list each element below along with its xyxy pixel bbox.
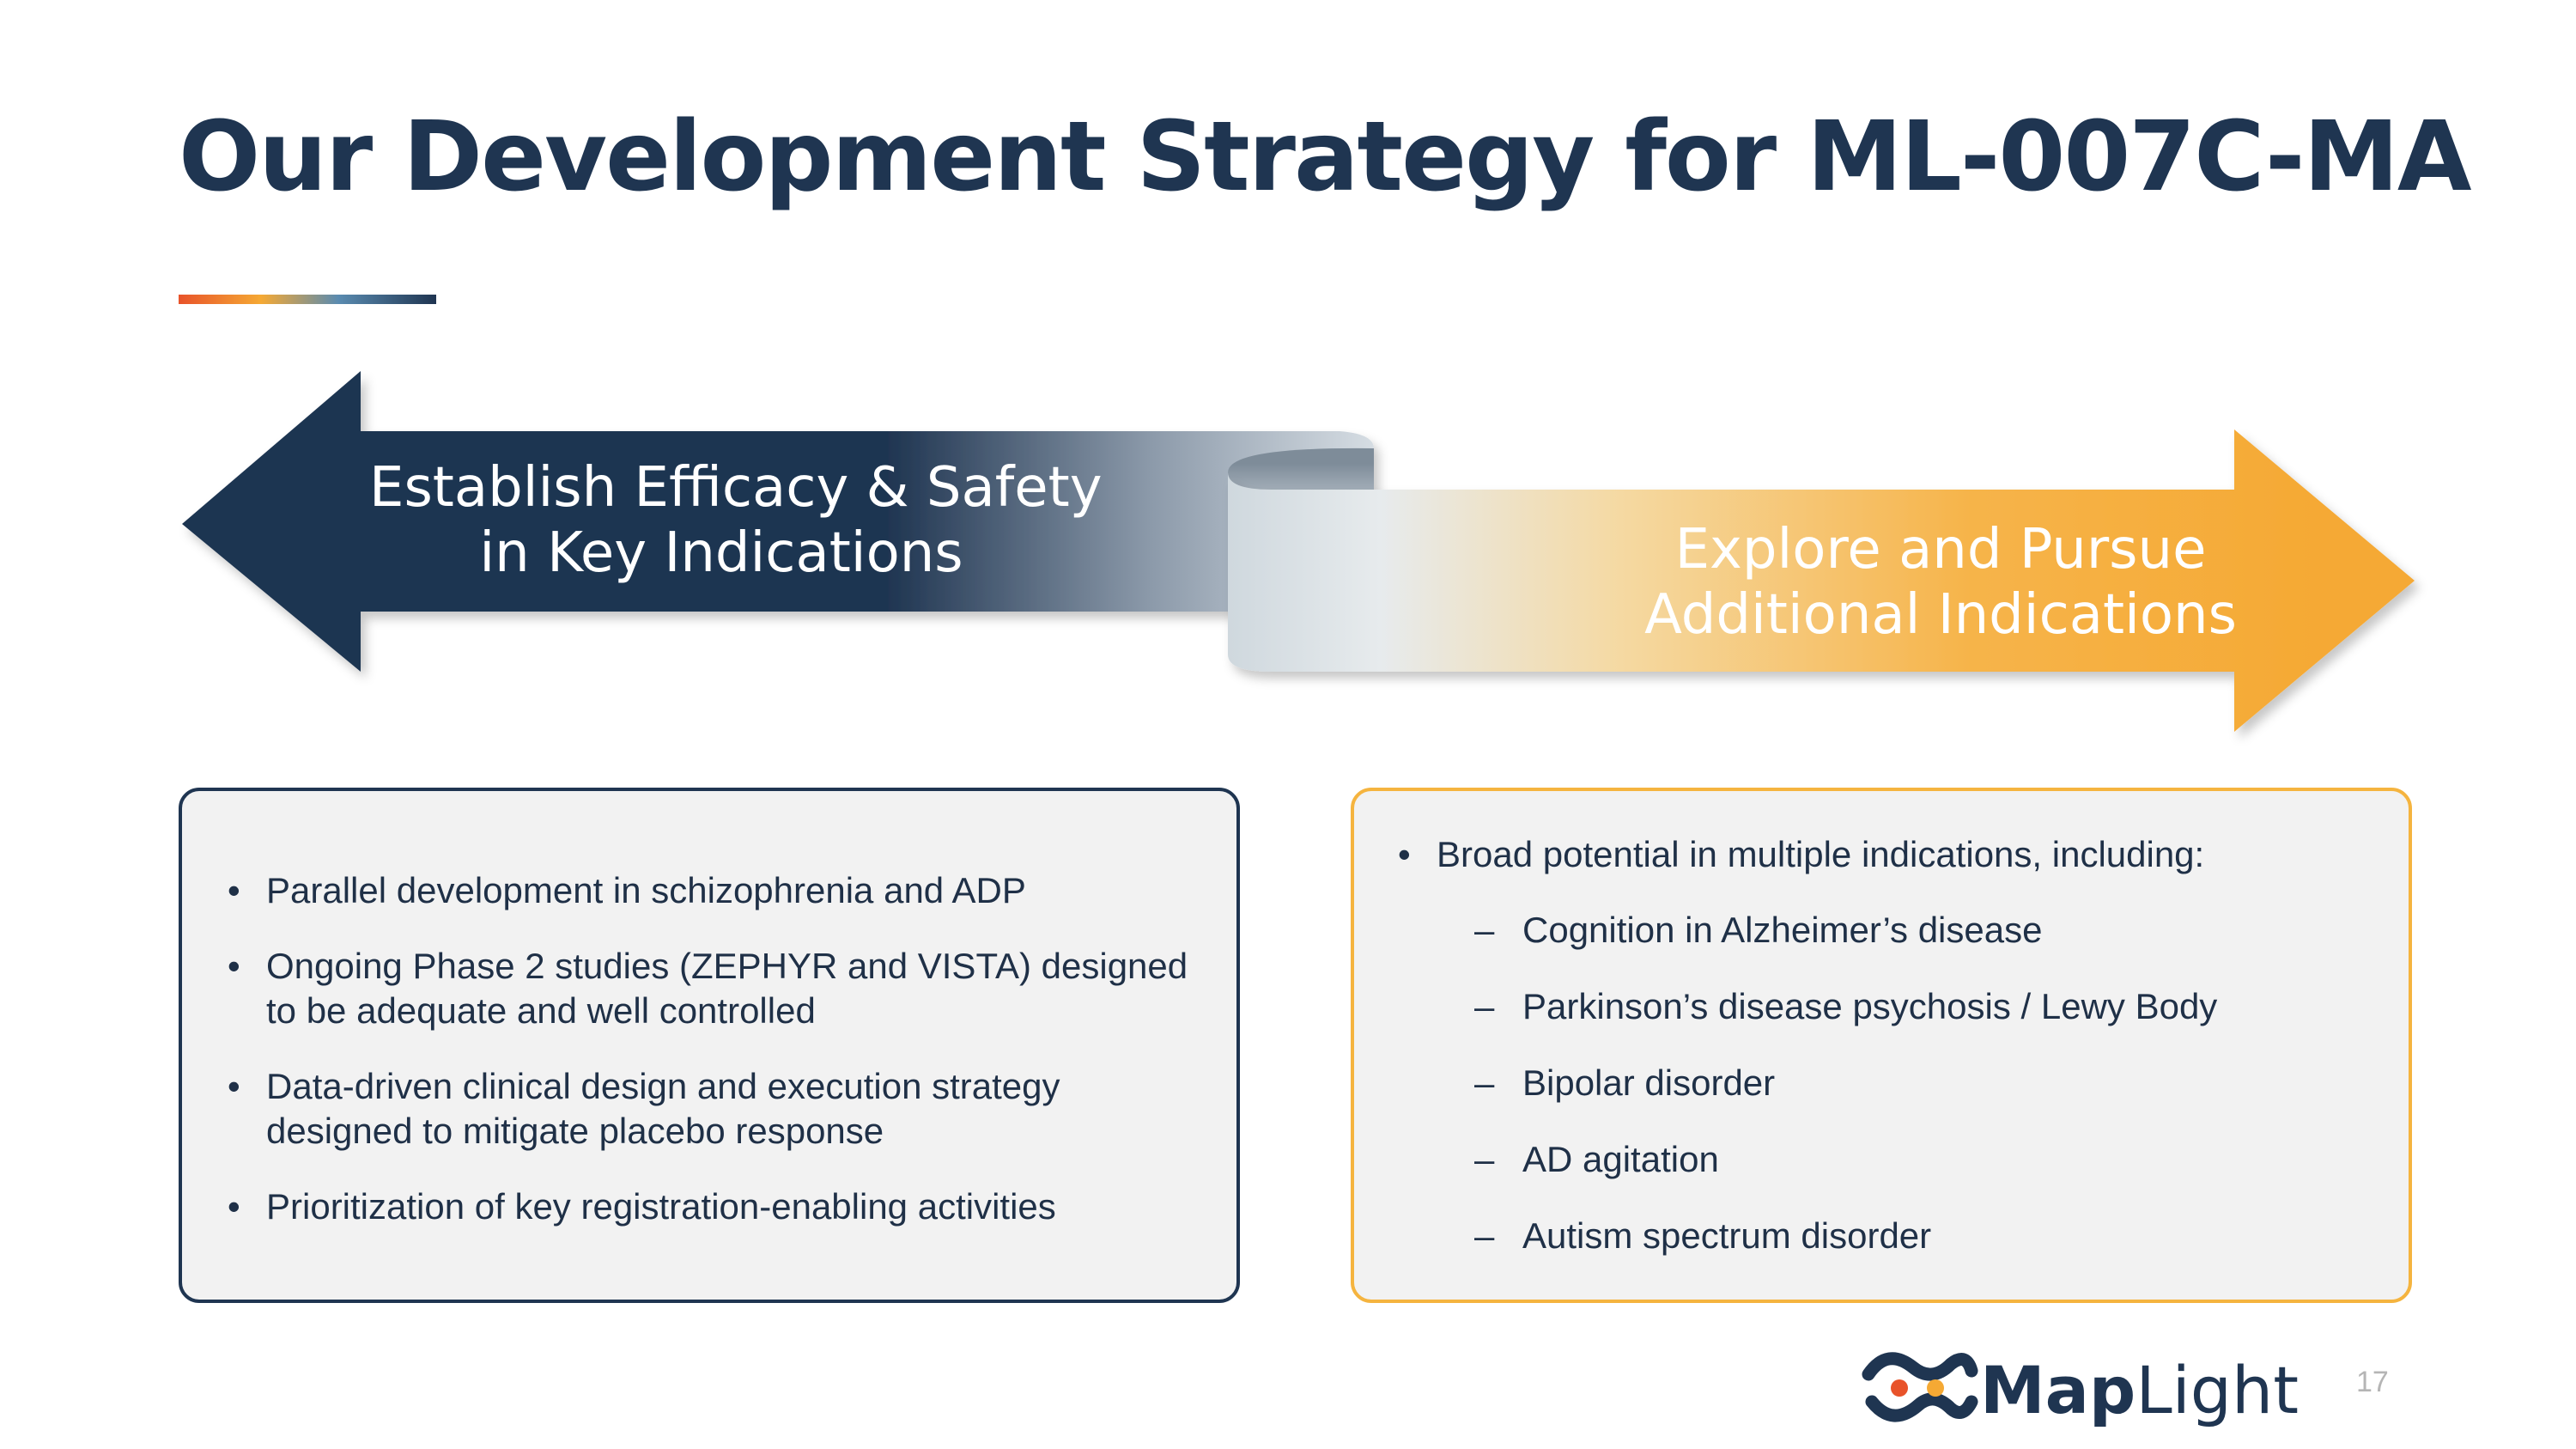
list-item: • Broad potential in multiple indications…	[1398, 832, 2372, 1258]
bullet-icon: •	[228, 1186, 240, 1227]
right-arrow-line2: Additional Indications	[1644, 583, 2237, 647]
list-item: • Data-driven clinical design and executi…	[228, 1066, 1060, 1151]
list-item: – Parkinson’s disease psychosis / Lewy Bo…	[1474, 984, 2372, 1029]
list-item: – Cognition in Alzheimer’s disease	[1474, 908, 2372, 953]
bullet-icon: •	[1398, 834, 1411, 874]
list-item: – AD agitation	[1474, 1137, 2372, 1182]
left-arrow-label: Establish Efficacy & Safety in Key Indic…	[369, 455, 1103, 586]
indications-sublist: – Cognition in Alzheimer’s disease – Parki…	[1437, 908, 2372, 1258]
slide-title: Our Development Strategy for ML-007C-MA	[179, 101, 2472, 213]
indications-bullet-list: • Broad potential in multiple indications…	[1398, 832, 2372, 1290]
right-arrow-line1: Explore and Pursue	[1674, 518, 2207, 581]
efficacy-box: • Parallel development in schizophrenia a…	[179, 788, 1240, 1303]
dash-icon: –	[1474, 986, 1495, 1026]
dash-icon: –	[1474, 1139, 1495, 1179]
title-accent-rule	[179, 295, 436, 304]
maplight-logo-icon	[1862, 1352, 1978, 1422]
left-arrow-line2: in Key Indications	[479, 521, 963, 585]
list-item: • Prioritization of key registration-enab…	[228, 1184, 1202, 1229]
list-item: • Ongoing Phase 2 studies (ZEPHYR and VIS…	[228, 946, 1188, 1031]
ribbon-fold	[1228, 447, 1374, 490]
list-item: – Autism spectrum disorder	[1474, 1214, 2372, 1258]
left-arrow-line1: Establish Efficacy & Safety	[369, 456, 1103, 520]
list-item: – Bipolar disorder	[1474, 1061, 2372, 1105]
dash-icon: –	[1474, 1215, 1495, 1256]
dash-icon: –	[1474, 910, 1495, 950]
page-number: 17	[2356, 1366, 2389, 1398]
efficacy-bullet-list: • Parallel development in schizophrenia a…	[228, 868, 1202, 1260]
right-arrow-label: Explore and Pursue Additional Indication…	[1614, 517, 2267, 648]
maplight-logo-text: MapLight	[1980, 1352, 2299, 1428]
bullet-icon: •	[228, 870, 240, 910]
dash-icon: –	[1474, 1062, 1495, 1103]
right-arrow	[1228, 429, 2415, 732]
left-arrow	[182, 371, 1374, 672]
bullet-icon: •	[228, 1066, 240, 1106]
additional-indications-box: • Broad potential in multiple indications…	[1351, 788, 2412, 1303]
bullet-icon: •	[228, 946, 240, 986]
indications-intro: Broad potential in multiple indications,…	[1437, 834, 2205, 874]
list-item: • Parallel development in schizophrenia a…	[228, 868, 1202, 913]
